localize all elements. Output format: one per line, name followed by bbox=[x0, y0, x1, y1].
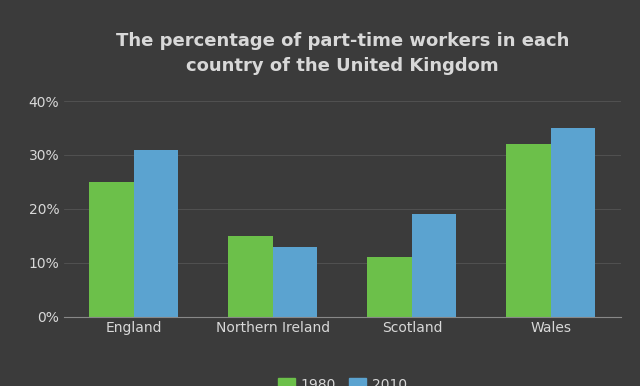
Bar bbox=[134, 149, 179, 317]
Title: The percentage of part-time workers in each
country of the United Kingdom: The percentage of part-time workers in e… bbox=[116, 32, 569, 75]
Bar bbox=[551, 128, 595, 317]
Bar bbox=[228, 236, 273, 317]
Bar bbox=[90, 182, 134, 317]
Bar bbox=[273, 247, 317, 317]
Bar bbox=[412, 214, 456, 317]
Bar bbox=[367, 257, 412, 317]
Legend: 1980, 2010: 1980, 2010 bbox=[273, 372, 412, 386]
Bar bbox=[506, 144, 551, 317]
